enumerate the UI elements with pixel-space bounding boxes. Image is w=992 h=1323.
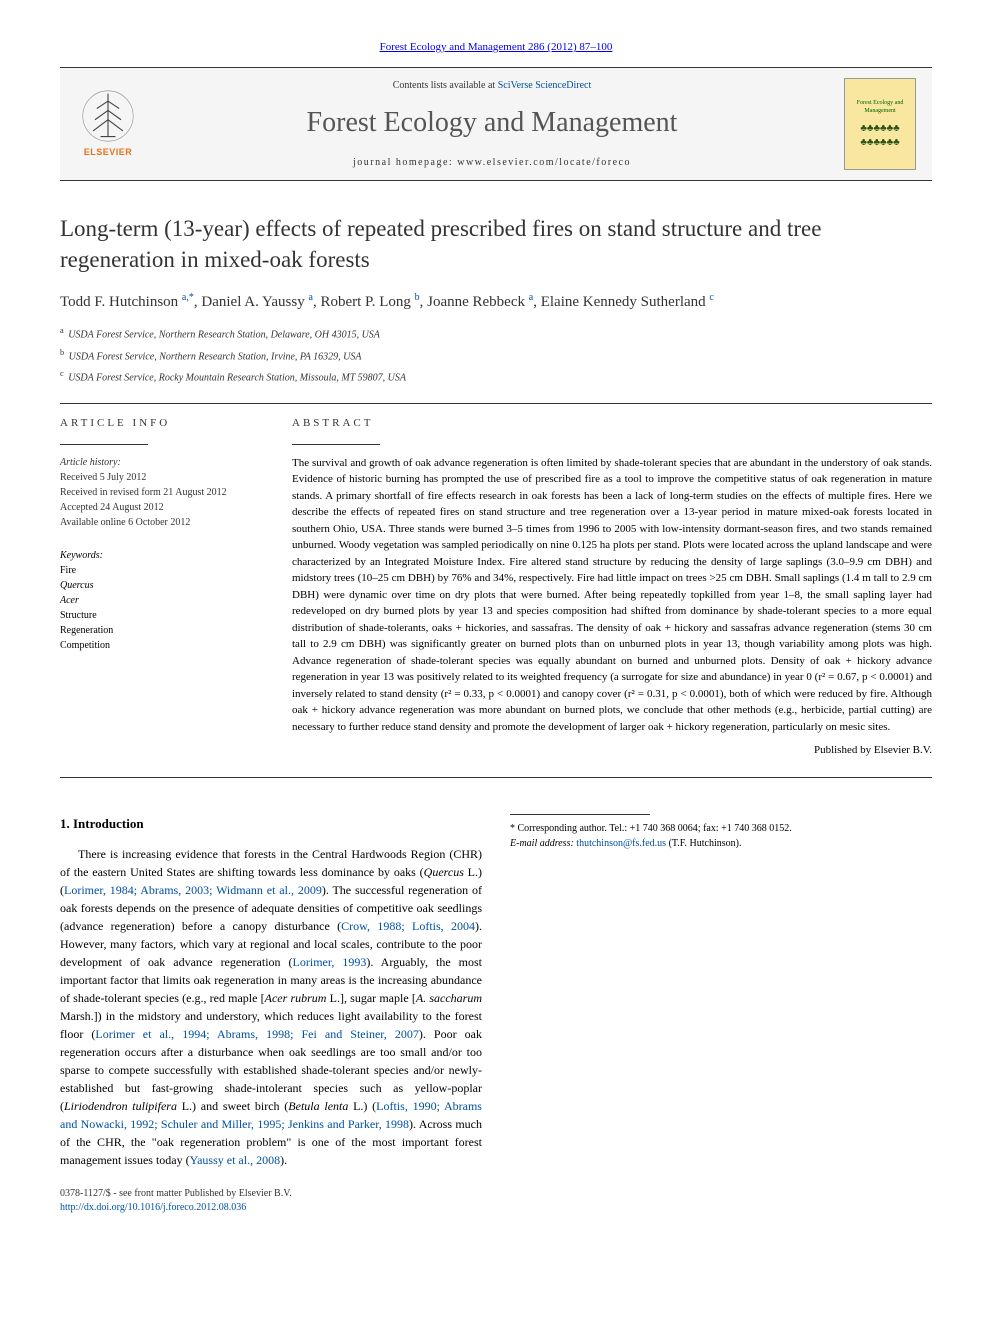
history-line: Received in revised form 21 August 2012 [60,485,260,500]
abstract-column: abstract The survival and growth of oak … [292,416,932,758]
journal-cover-thumb[interactable]: Forest Ecology and Management ♣♣♣♣♣♣♣♣♣♣… [844,78,916,170]
contents-available-line: Contents lists available at SciVerse Sci… [140,79,844,93]
keyword: Acer [60,593,260,608]
journal-ref-link[interactable]: Forest Ecology and Management 286 (2012)… [380,41,613,53]
divider-rule [60,403,932,404]
history-line: Accepted 24 August 2012 [60,500,260,515]
homepage-prefix: journal homepage: [353,157,457,168]
journal-homepage-line: journal homepage: www.elsevier.com/locat… [140,156,844,170]
corresponding-rule [510,814,650,815]
history-line: Received 5 July 2012 [60,470,260,485]
affiliation: b USDA Forest Service, Northern Research… [60,347,932,364]
journal-name: Forest Ecology and Management [140,103,844,142]
elsevier-tree-icon [80,88,136,144]
info-abstract-row: article info Article history: Received 5… [60,416,932,758]
fax-prefix: ; fax: [698,823,721,834]
email-suffix: (T.F. Hutchinson). [666,838,741,849]
keyword: Quercus [60,578,260,593]
keyword: Regeneration [60,623,260,638]
homepage-url[interactable]: www.elsevier.com/locate/foreco [457,157,631,168]
journal-reference: Forest Ecology and Management 286 (2012)… [60,40,932,55]
article-info-heading: article info [60,416,260,431]
page-footer: 0378-1127/$ - see front matter Published… [60,1187,932,1215]
journal-header: ELSEVIER Contents lists available at Sci… [60,67,932,181]
article-title: Long-term (13-year) effects of repeated … [60,213,932,275]
keywords-label: Keywords: [60,548,260,563]
keyword: Fire [60,563,260,578]
cover-title: Forest Ecology and Management [849,99,911,116]
corresponding-prefix: * Corresponding author. Tel.: [510,823,630,834]
affiliation: a USDA Forest Service, Northern Research… [60,325,932,342]
corresponding-tel: +1 740 368 0064 [630,823,698,834]
contents-prefix: Contents lists available at [393,80,498,91]
corresponding-author: * Corresponding author. Tel.: +1 740 368… [510,821,932,851]
keyword: Competition [60,638,260,653]
affiliations: a USDA Forest Service, Northern Research… [60,325,932,385]
article-history: Article history: Received 5 July 2012Rec… [60,455,260,530]
email-label: E-mail address: [510,838,576,849]
abstract-text: The survival and growth of oak advance r… [292,455,932,736]
footer-copyright: 0378-1127/$ - see front matter Published… [60,1187,932,1201]
doi-link[interactable]: http://dx.doi.org/10.1016/j.foreco.2012.… [60,1202,246,1213]
introduction-heading: 1. Introduction [60,814,482,834]
sciencedirect-link[interactable]: SciVerse ScienceDirect [498,80,592,91]
history-label: Article history: [60,455,260,470]
publisher-line: Published by Elsevier B.V. [292,743,932,758]
elsevier-label: ELSEVIER [84,146,133,159]
header-center: Contents lists available at SciVerse Sci… [140,79,844,170]
cover-trees-icon: ♣♣♣♣♣♣♣♣♣♣♣♣ [860,122,899,150]
history-line: Available online 6 October 2012 [60,515,260,530]
authors-line: Todd F. Hutchinson a,*, Daniel A. Yaussy… [60,291,932,313]
article-info-column: article info Article history: Received 5… [60,416,260,758]
introduction-paragraph: There is increasing evidence that forest… [60,845,482,1169]
elsevier-logo[interactable]: ELSEVIER [76,88,140,160]
divider-rule [60,777,932,778]
keywords-block: Keywords: FireQuercusAcerStructureRegene… [60,548,260,653]
introduction-section: 1. Introduction There is increasing evid… [60,814,932,1170]
affiliation: c USDA Forest Service, Rocky Mountain Re… [60,368,932,385]
keyword: Structure [60,608,260,623]
abstract-heading: abstract [292,416,932,431]
corresponding-email-link[interactable]: thutchinson@fs.fed.us [576,838,666,849]
corresponding-fax: +1 740 368 0152. [721,823,792,834]
